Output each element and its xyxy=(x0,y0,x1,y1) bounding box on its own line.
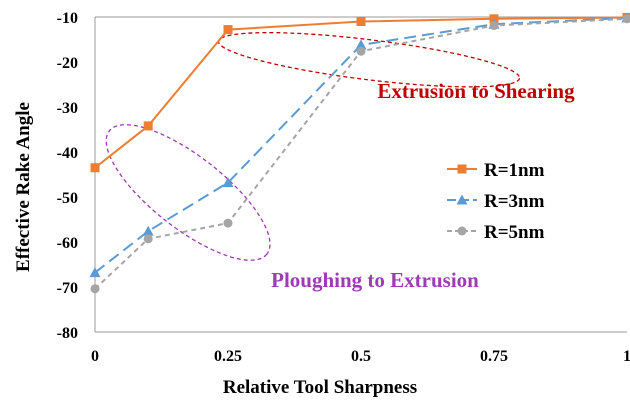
annotation-extrusion-to-shearing: Extrusion to Shearing xyxy=(377,79,575,103)
y-tick-label: -60 xyxy=(57,235,78,252)
annotation-ploughing-to-extrusion: Ploughing to Extrusion xyxy=(271,268,479,292)
legend-label: R=5nm xyxy=(484,222,545,243)
x-tick-label: 0.5 xyxy=(351,348,371,365)
data-point xyxy=(223,25,233,35)
series-line xyxy=(94,17,628,290)
annotation-ellipse xyxy=(105,124,271,261)
data-point xyxy=(622,14,630,24)
series-line xyxy=(94,16,628,169)
data-point xyxy=(222,177,234,188)
data-point xyxy=(90,163,100,173)
chart-series xyxy=(89,12,630,294)
data-point xyxy=(143,234,153,244)
y-tick-label: -20 xyxy=(57,55,78,72)
y-tick-label: -40 xyxy=(57,145,78,162)
x-tick-label: 0.75 xyxy=(480,348,508,365)
y-tick-label: -10 xyxy=(57,10,78,27)
chart-legend: R=1nm R=3nm R=5nm xyxy=(447,160,545,243)
x-tick-label: 0 xyxy=(91,348,99,365)
data-point xyxy=(89,267,101,278)
data-point xyxy=(456,194,468,205)
data-point xyxy=(356,17,366,26)
series-line xyxy=(94,16,628,274)
x-tick-label: 1 xyxy=(623,348,630,365)
data-point xyxy=(223,218,233,228)
data-point xyxy=(143,121,153,131)
legend-label: R=1nm xyxy=(484,160,545,181)
data-point xyxy=(90,284,100,294)
chart-axes: -80 -70 -60 -50 -40 -30 -20 -10 0 0.25 0.5 0.75 1 xyxy=(57,10,630,365)
y-tick-label: -50 xyxy=(57,190,78,207)
series-r-5nm xyxy=(90,14,630,294)
x-tick-label: 0.25 xyxy=(214,348,242,365)
x-axis-title: Relative Tool Sharpness xyxy=(223,377,417,398)
data-point xyxy=(457,226,467,236)
data-point xyxy=(489,21,499,31)
data-point xyxy=(356,46,366,56)
data-point xyxy=(142,225,154,236)
y-tick-label: -80 xyxy=(57,325,78,342)
data-point xyxy=(457,164,467,174)
y-axis-title: Effective Rake Angle xyxy=(13,102,34,272)
data-point xyxy=(355,39,367,50)
legend-label: R=3nm xyxy=(484,191,545,212)
y-tick-label: -70 xyxy=(57,280,78,297)
y-tick-label: -30 xyxy=(57,100,78,117)
annotation-ellipses xyxy=(105,31,521,261)
